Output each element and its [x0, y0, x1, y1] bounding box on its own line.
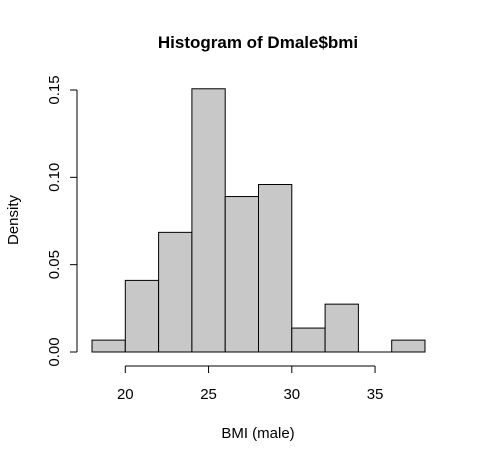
y-axis-ticks: 0.00 0.05 0.10 0.15 — [46, 75, 77, 367]
histogram-bar — [191, 88, 226, 353]
x-axis-ticks: 20 25 30 35 — [117, 366, 383, 403]
x-tick-label: 35 — [367, 386, 384, 403]
histogram-bar — [324, 303, 359, 353]
y-tick-label: 0.00 — [46, 337, 63, 366]
x-tick-label: 30 — [283, 386, 300, 403]
y-tick-label: 0.15 — [46, 75, 63, 104]
x-tick-label: 25 — [200, 386, 217, 403]
bars-group — [91, 88, 426, 353]
histogram-bar — [224, 196, 259, 353]
histogram-bar — [158, 231, 193, 353]
y-tick-label: 0.05 — [46, 250, 63, 279]
histogram-bar — [291, 327, 326, 353]
x-axis-label: BMI (male) — [221, 425, 294, 442]
histogram-bar — [258, 183, 293, 353]
histogram-bar — [391, 339, 426, 353]
y-axis-label: Density — [5, 194, 22, 245]
x-tick-label: 20 — [117, 386, 134, 403]
chart-title: Histogram of Dmale$bmi — [158, 33, 358, 52]
y-tick-label: 0.10 — [46, 163, 63, 192]
histogram-bar — [124, 279, 160, 353]
histogram-bar — [91, 339, 126, 353]
